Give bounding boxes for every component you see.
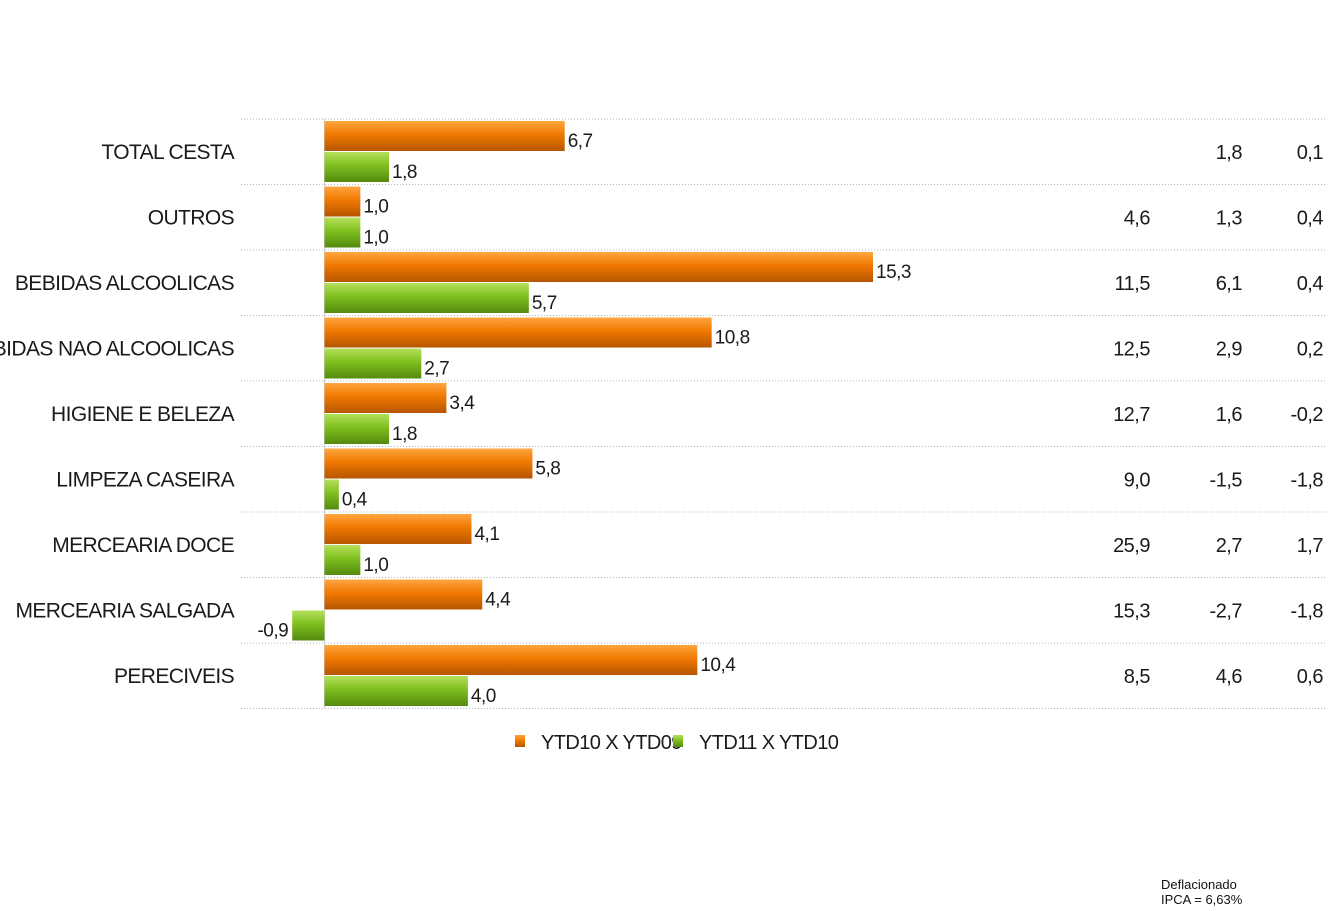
- bars: [292, 121, 874, 706]
- side-column-value: 12,5: [1113, 338, 1150, 360]
- side-column-value: 4,6: [1124, 207, 1151, 229]
- footnote-deflacionado: Deflacionado: [1161, 877, 1237, 892]
- bar-ytd11-vs-ytd10: [324, 414, 390, 444]
- legend: YTD10 X YTD09 YTD11 X YTD10: [515, 732, 839, 754]
- side-column-value: -1,8: [1291, 600, 1324, 622]
- bar-value-label: 5,7: [532, 293, 557, 314]
- bar-value-label: -0,9: [257, 621, 288, 642]
- side-column-value: 0,4: [1297, 273, 1324, 295]
- bar-ytd11-vs-ytd10: [324, 348, 422, 379]
- bar-ytd10-vs-ytd09: [324, 448, 533, 479]
- category-label: BEBIDAS NAO ALCOOLICAS: [0, 337, 235, 360]
- bar-ytd10-vs-ytd09: [324, 252, 874, 282]
- bar-value-label: 1,8: [392, 162, 417, 183]
- bar-value-label: 2,7: [424, 359, 449, 380]
- bar-ytd11-vs-ytd10: [324, 217, 361, 248]
- bar-ytd11-vs-ytd10: [292, 610, 325, 641]
- legend-swatch: [515, 735, 525, 747]
- category-label: MERCEARIA SALGADA: [15, 599, 234, 622]
- bar-value-label: 4,0: [471, 686, 496, 707]
- bar-value-label: 1,0: [363, 197, 388, 218]
- bar-value-label: 15,3: [876, 262, 911, 283]
- bar-value-label: 1,0: [363, 228, 388, 249]
- side-column-value: 25,9: [1113, 535, 1150, 557]
- bar-ytd10-vs-ytd09: [324, 579, 483, 610]
- side-column-value: 8,5: [1124, 666, 1151, 688]
- side-column-value: 0,1: [1297, 142, 1324, 164]
- side-column-value: 0,6: [1297, 666, 1324, 688]
- bar-value-label: 4,1: [474, 524, 499, 545]
- category-label: LIMPEZA CASEIRA: [56, 468, 234, 491]
- side-column-value: 2,9: [1216, 338, 1243, 360]
- labels: TOTAL CESTA 6,7 1,8 1,8 0,1 OUTROS 1,0 1,0 4,6 1,…: [0, 131, 1324, 707]
- bar-value-label: 6,7: [568, 131, 593, 152]
- side-column-value: 11,5: [1115, 273, 1151, 295]
- side-column-value: 1,3: [1216, 207, 1243, 229]
- bar-ytd11-vs-ytd10: [324, 545, 361, 575]
- bar-value-label: 4,4: [485, 590, 511, 611]
- grid-lines: [241, 118, 1326, 709]
- category-label: TOTAL CESTA: [101, 141, 234, 164]
- bar-ytd11-vs-ytd10: [324, 283, 529, 313]
- side-column-value: -1,8: [1291, 469, 1324, 491]
- category-label: BEBIDAS ALCOOLICAS: [15, 272, 235, 295]
- category-label: HIGIENE E BELEZA: [51, 403, 235, 426]
- bar-value-label: 10,4: [700, 655, 736, 676]
- bar-value-label: 0,4: [342, 490, 368, 511]
- bar-ytd10-vs-ytd09: [324, 383, 447, 413]
- side-column-value: 12,7: [1113, 404, 1150, 426]
- side-column-value: -1,5: [1210, 469, 1243, 491]
- category-label: OUTROS: [148, 206, 235, 229]
- legend-label: YTD10 X YTD09: [541, 732, 682, 754]
- side-column-value: -0,2: [1291, 404, 1324, 426]
- side-column-value: 0,4: [1297, 207, 1324, 229]
- side-column-value: 1,7: [1297, 535, 1324, 557]
- side-column-value: 9,0: [1124, 469, 1151, 491]
- side-column-value: 4,6: [1216, 666, 1243, 688]
- side-column-value: -2,7: [1210, 600, 1243, 622]
- bar-value-label: 10,8: [715, 328, 750, 349]
- bar-value-label: 5,8: [535, 459, 560, 480]
- bar-ytd10-vs-ytd09: [324, 317, 712, 348]
- bar-ytd11-vs-ytd10: [324, 479, 339, 510]
- bar-ytd10-vs-ytd09: [324, 645, 698, 675]
- bar-value-label: 1,8: [392, 424, 417, 445]
- category-label: MERCEARIA DOCE: [52, 534, 234, 557]
- side-column-value: 2,7: [1216, 535, 1243, 557]
- bar-value-label: 1,0: [363, 555, 388, 576]
- category-label: PERECIVEIS: [114, 665, 235, 688]
- side-column-value: 15,3: [1113, 600, 1150, 622]
- side-column-value: 6,1: [1216, 273, 1243, 295]
- side-column-value: 1,8: [1216, 142, 1243, 164]
- bar-ytd10-vs-ytd09: [324, 186, 361, 217]
- bar-ytd10-vs-ytd09: [324, 514, 472, 544]
- bar-value-label: 3,4: [449, 393, 475, 414]
- side-column-value: 1,6: [1216, 404, 1243, 426]
- side-column-value: 0,2: [1297, 338, 1324, 360]
- footnote: Deflacionado IPCA = 6,63%: [1161, 877, 1242, 907]
- bar-ytd11-vs-ytd10: [324, 152, 390, 182]
- footnote-ipca: IPCA = 6,63%: [1161, 892, 1243, 907]
- legend-swatch: [673, 735, 683, 747]
- bar-ytd10-vs-ytd09: [324, 121, 565, 151]
- bar-ytd11-vs-ytd10: [324, 676, 468, 706]
- legend-label: YTD11 X YTD10: [699, 732, 839, 754]
